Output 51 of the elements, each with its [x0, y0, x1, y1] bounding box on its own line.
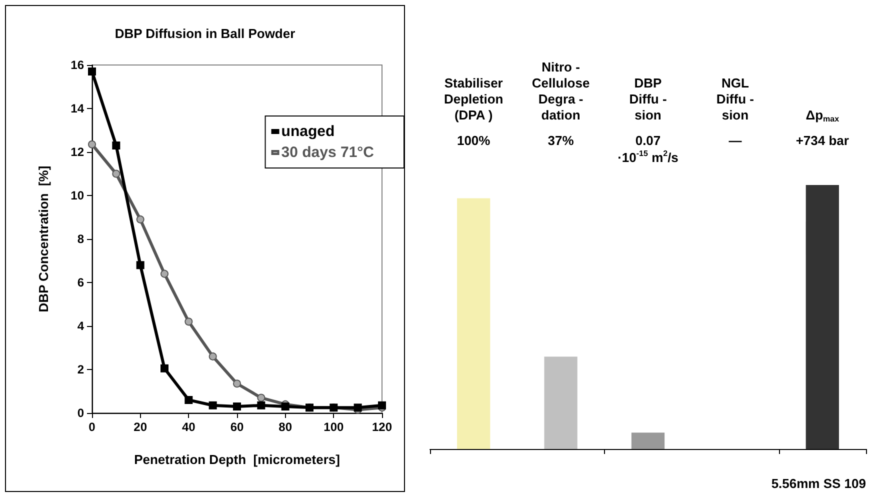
- point: [112, 141, 120, 150]
- y-tick-label: 6: [77, 276, 84, 290]
- point: [136, 215, 144, 224]
- text: 100%: [456, 133, 491, 148]
- x-tick-label: 120: [372, 420, 392, 434]
- x-tick-label: Stabiliser Depletion (DPA ): [444, 76, 504, 122]
- legend-label: 30 days 71°C: [281, 144, 374, 161]
- y-tick-label: 2: [77, 362, 84, 376]
- text: 37%: [548, 133, 574, 148]
- bar: [544, 356, 578, 449]
- bar: [631, 432, 665, 449]
- y-tick-label: 4: [77, 319, 84, 333]
- x-tick-label: Nitro - Cellulose Degra - dation: [532, 60, 590, 122]
- y-tick-label: 8: [77, 232, 84, 246]
- x-tick-label: 100: [324, 420, 344, 434]
- point: [112, 170, 120, 178]
- point: [233, 402, 241, 410]
- point: [378, 401, 386, 410]
- text: —: [728, 133, 742, 148]
- text: +734 bar: [796, 133, 849, 148]
- chart-title: DBP Diffusion in Ball Powder: [114, 26, 296, 41]
- point: [257, 394, 266, 402]
- x-axis-title: 5.56mm SS 109: [771, 476, 866, 491]
- y-tick-label: 16: [70, 58, 84, 72]
- point: [160, 270, 168, 278]
- x-tick-label: NGL Diffu - sion: [716, 76, 754, 122]
- point: [136, 261, 144, 270]
- bar: [806, 185, 839, 449]
- x-axis-title: Penetration Depth [micrometers]: [134, 452, 340, 467]
- y-tick-label: 10: [70, 188, 84, 202]
- bar: [457, 198, 490, 449]
- point: [160, 364, 168, 372]
- y-tick-label: 0: [77, 406, 84, 420]
- x-tick-label: DBP Diffu - sion: [629, 76, 667, 122]
- y-tick-label: 14: [70, 102, 84, 116]
- y-axis-title: DBP Concentration [%]: [36, 166, 51, 312]
- legend-label: unaged: [281, 123, 335, 140]
- point: [88, 140, 96, 148]
- point: [233, 380, 241, 388]
- x-tick-label: 40: [182, 420, 196, 434]
- y-tick-label: 12: [70, 145, 84, 159]
- point: [208, 401, 217, 410]
- point: [184, 396, 193, 404]
- x-tick-label: 80: [278, 420, 292, 434]
- x-tick-label: 20: [134, 420, 148, 434]
- point: [208, 352, 217, 360]
- point: [257, 401, 266, 410]
- x-tick-label: 0: [88, 420, 96, 434]
- point: [88, 68, 96, 76]
- x-tick-label: 60: [230, 420, 244, 434]
- point: [184, 318, 193, 326]
